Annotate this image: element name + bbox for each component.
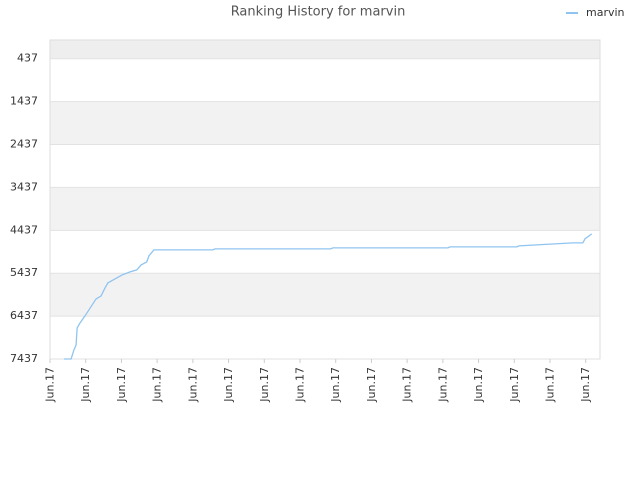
y-tick-label: 3437 <box>10 180 38 193</box>
x-tick-label: Jun.17 <box>186 367 199 403</box>
plot-band <box>50 144 600 188</box>
x-tick-label: Jun.17 <box>472 367 485 403</box>
plot-band <box>50 101 600 145</box>
x-tick-label: Jun.17 <box>151 367 164 403</box>
x-tick-label: Jun.17 <box>579 367 592 403</box>
x-tick-label: Jun.17 <box>436 367 449 403</box>
y-tick-label: 1437 <box>10 95 38 108</box>
x-tick-label: Jun.17 <box>401 367 414 403</box>
x-tick-label: Jun.17 <box>544 367 557 403</box>
x-tick-label: Jun.17 <box>294 367 307 403</box>
legend-label: marvin <box>586 6 625 19</box>
plot-band <box>50 230 600 274</box>
y-tick-label: 5437 <box>10 266 38 279</box>
plot-band <box>50 40 600 59</box>
x-tick-label: Jun.17 <box>258 367 271 403</box>
y-tick-label: 4437 <box>10 223 38 236</box>
x-tick-label: Jun.17 <box>365 367 378 403</box>
y-tick-label: 7437 <box>10 352 38 365</box>
plot-band <box>50 316 600 359</box>
x-tick-label: Jun.17 <box>222 367 235 403</box>
x-tick-label: Jun.17 <box>44 367 57 403</box>
x-tick-label: Jun.17 <box>115 367 128 403</box>
chart-title: Ranking History for marvin <box>231 5 406 20</box>
x-tick-label: Jun.17 <box>79 367 92 403</box>
plot-band <box>50 187 600 231</box>
y-tick-label: 2437 <box>10 138 38 151</box>
plot-band <box>50 58 600 102</box>
x-tick-label: Jun.17 <box>508 367 521 403</box>
y-tick-label: 437 <box>17 52 38 65</box>
series-line <box>63 233 593 360</box>
plot-band <box>50 273 600 317</box>
x-tick-label: Jun.17 <box>329 367 342 403</box>
y-tick-label: 6437 <box>10 309 38 322</box>
